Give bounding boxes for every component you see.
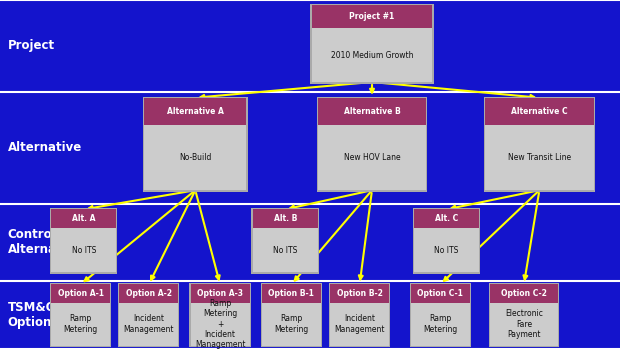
Bar: [0, 204, 620, 279]
Bar: [0, 0, 620, 91]
Bar: [260, 283, 322, 347]
Bar: [410, 284, 470, 303]
Bar: [144, 98, 246, 126]
Text: Ramp
Metering: Ramp Metering: [63, 314, 98, 334]
Text: Option A-1: Option A-1: [58, 289, 104, 298]
Text: Project: Project: [7, 39, 55, 52]
Text: Option C-2: Option C-2: [501, 289, 547, 298]
Text: Alt. B: Alt. B: [273, 214, 297, 223]
Bar: [50, 208, 118, 274]
Text: Option A-3: Option A-3: [197, 289, 243, 298]
Text: Alternative B: Alternative B: [343, 107, 401, 116]
Bar: [190, 283, 250, 347]
Bar: [409, 283, 471, 347]
Bar: [50, 283, 112, 347]
Bar: [51, 228, 117, 272]
Bar: [51, 209, 117, 228]
Bar: [191, 284, 249, 303]
Bar: [317, 126, 427, 190]
Bar: [485, 126, 594, 190]
Text: Control
Alternative: Control Alternative: [7, 228, 82, 256]
Bar: [330, 303, 389, 346]
Text: Ramp
Metering: Ramp Metering: [423, 314, 458, 334]
Bar: [119, 284, 179, 303]
Text: No ITS: No ITS: [71, 246, 96, 255]
Bar: [329, 283, 391, 347]
Bar: [489, 283, 559, 347]
Text: 2010 Medium Growth: 2010 Medium Growth: [330, 51, 414, 60]
Bar: [0, 92, 620, 202]
Text: Option B-1: Option B-1: [268, 289, 314, 298]
Bar: [330, 284, 389, 303]
Text: Ramp
Metering
+
Incident
Management: Ramp Metering + Incident Management: [195, 299, 246, 349]
Bar: [490, 303, 558, 346]
Bar: [252, 208, 319, 274]
Bar: [413, 208, 480, 274]
Text: No ITS: No ITS: [434, 246, 459, 255]
Bar: [311, 28, 433, 82]
Text: No ITS: No ITS: [273, 246, 298, 255]
Bar: [262, 303, 321, 346]
Text: Project #1: Project #1: [350, 12, 394, 21]
Text: Alternative: Alternative: [7, 141, 82, 154]
Text: New HOV Lane: New HOV Lane: [343, 153, 401, 162]
Text: No-Build: No-Build: [179, 153, 211, 162]
Text: Ramp
Metering: Ramp Metering: [274, 314, 309, 334]
Bar: [262, 284, 321, 303]
Bar: [311, 5, 433, 28]
Text: Electronic
Fare
Payment: Electronic Fare Payment: [505, 309, 543, 339]
Bar: [143, 97, 248, 192]
Bar: [410, 303, 470, 346]
Text: TSM&O
Options: TSM&O Options: [7, 301, 59, 329]
Bar: [144, 126, 246, 190]
Text: Alternative C: Alternative C: [511, 107, 568, 116]
Text: Option A-2: Option A-2: [126, 289, 172, 298]
Bar: [414, 209, 479, 228]
Bar: [317, 98, 427, 126]
Bar: [316, 97, 428, 192]
Text: Alt. A: Alt. A: [72, 214, 95, 223]
Text: Option B-2: Option B-2: [337, 289, 383, 298]
Bar: [253, 209, 317, 228]
Bar: [51, 284, 110, 303]
Bar: [118, 283, 180, 347]
Bar: [191, 303, 249, 346]
Text: Option C-1: Option C-1: [417, 289, 463, 298]
Bar: [310, 4, 434, 84]
Text: Incident
Management: Incident Management: [123, 314, 174, 334]
Bar: [51, 303, 110, 346]
Bar: [0, 281, 620, 349]
Text: Alt. C: Alt. C: [435, 214, 458, 223]
Bar: [485, 98, 594, 126]
Bar: [253, 228, 317, 272]
Bar: [490, 284, 558, 303]
Text: Incident
Management: Incident Management: [334, 314, 385, 334]
Text: Alternative A: Alternative A: [167, 107, 224, 116]
Bar: [484, 97, 595, 192]
Bar: [119, 303, 179, 346]
Bar: [414, 228, 479, 272]
Text: New Transit Line: New Transit Line: [508, 153, 571, 162]
